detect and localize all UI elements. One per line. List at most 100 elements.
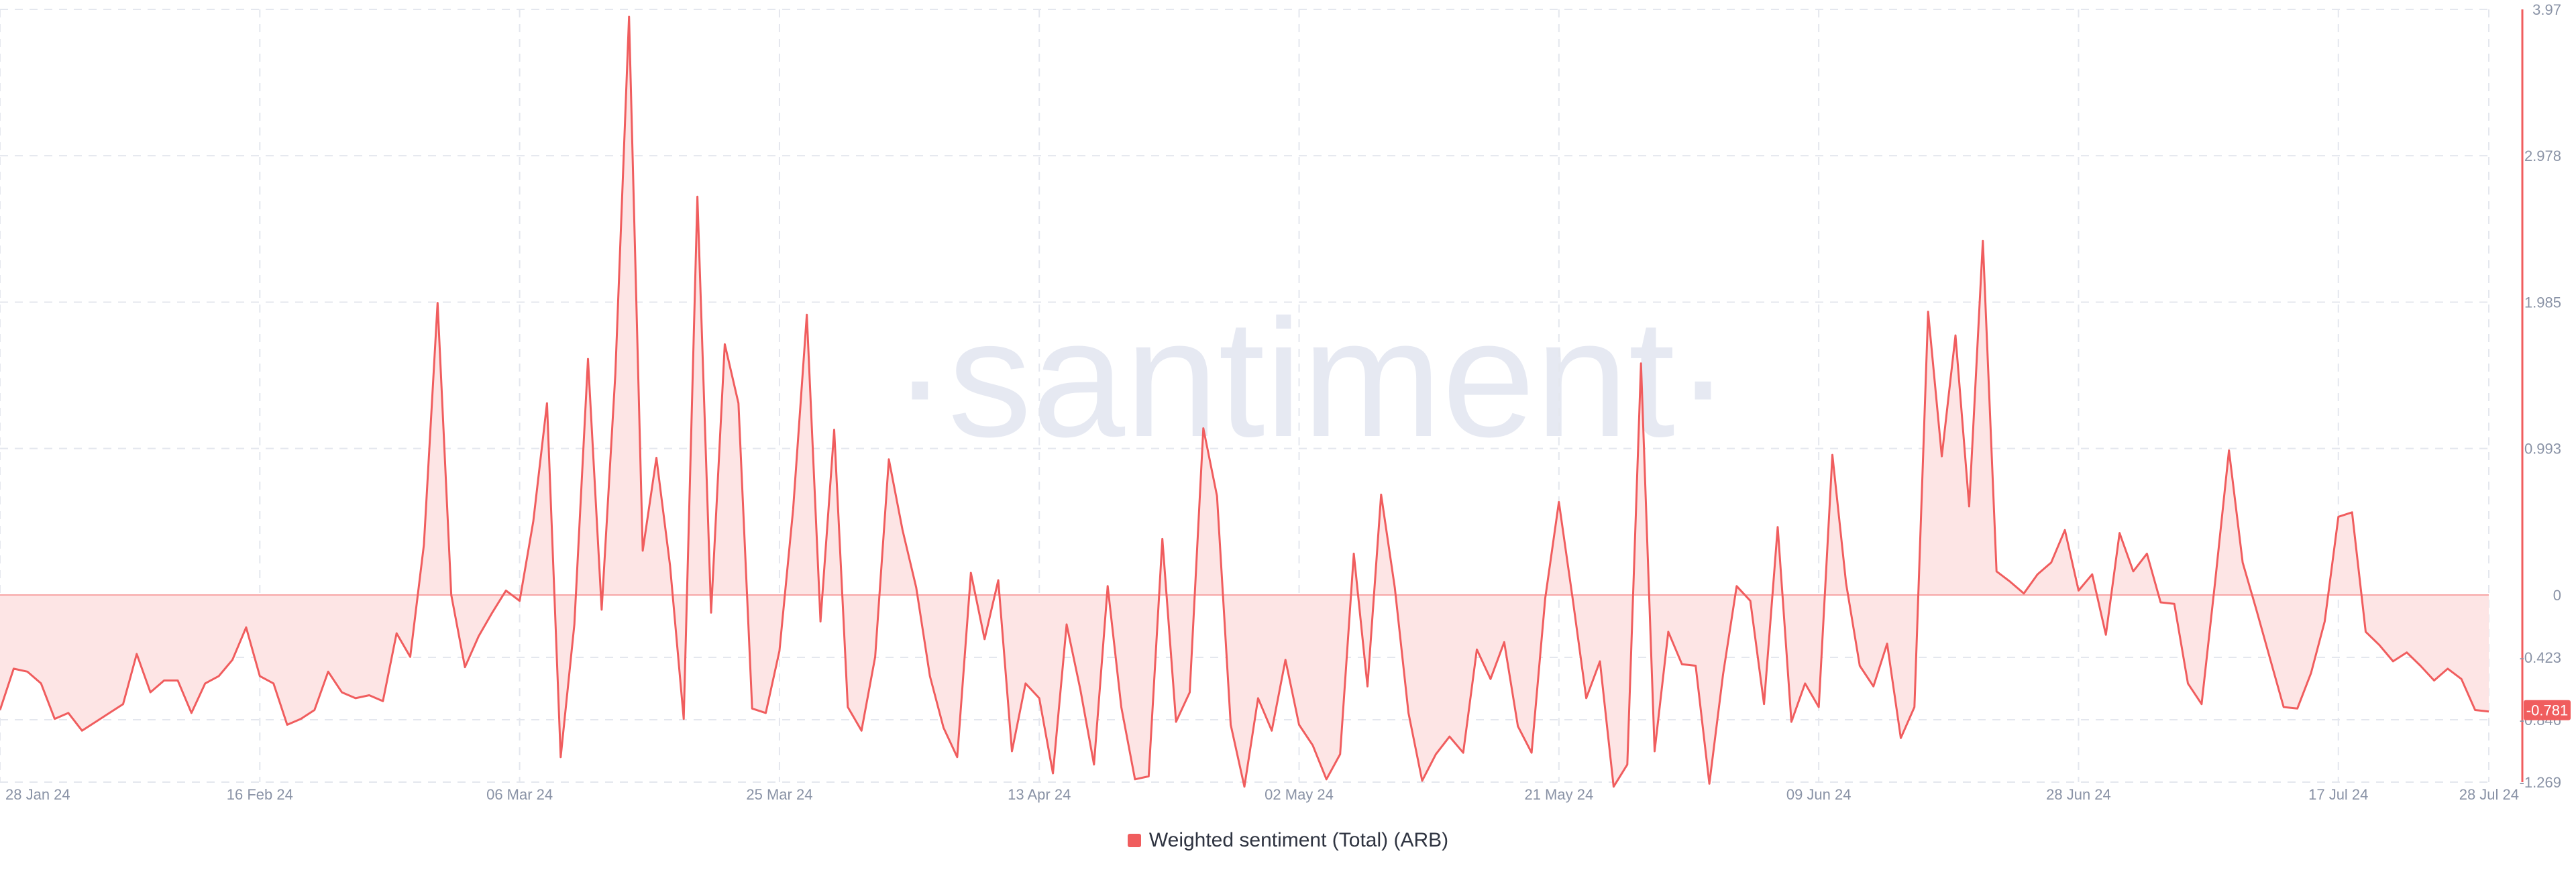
data-point[interactable] [1680,662,1684,666]
data-point[interactable] [244,625,248,629]
data-point[interactable] [449,593,453,597]
data-point[interactable] [1544,596,1548,600]
data-point[interactable] [1146,774,1150,778]
data-point[interactable] [1065,622,1069,626]
data-point[interactable] [2255,608,2259,612]
data-point[interactable] [1161,537,1165,541]
data-point[interactable] [859,728,863,732]
data-point[interactable] [258,674,262,678]
data-point[interactable] [1078,688,1082,692]
data-point[interactable] [1789,720,1793,724]
data-point[interactable] [477,635,481,639]
data-point[interactable] [696,195,700,199]
data-point[interactable] [1270,728,1274,732]
data-point[interactable] [2350,510,2354,514]
data-point[interactable] [135,652,139,656]
data-point[interactable] [1461,751,1465,755]
data-point[interactable] [983,637,987,641]
data-point[interactable] [1311,743,1315,747]
data-point[interactable] [1366,684,1370,688]
data-point[interactable] [545,401,549,405]
data-point[interactable] [2337,514,2341,519]
data-point[interactable] [2446,667,2450,671]
data-point[interactable] [1611,785,1615,789]
data-point[interactable] [2131,569,2135,574]
data-point[interactable] [1762,702,1766,706]
data-point[interactable] [1625,763,1629,767]
data-point[interactable] [1215,494,1219,498]
data-point[interactable] [2077,588,2081,592]
data-point[interactable] [531,519,535,523]
data-point[interactable] [2186,682,2190,686]
data-point[interactable] [2241,561,2245,565]
data-point[interactable] [655,456,659,460]
data-point[interactable] [39,682,43,686]
data-point[interactable] [682,717,686,721]
data-point[interactable] [0,708,2,712]
data-point[interactable] [1557,500,1561,504]
data-point[interactable] [422,543,426,547]
data-point[interactable] [189,711,193,715]
data-point[interactable] [1844,581,1848,585]
data-point[interactable] [2049,561,2053,565]
data-point[interactable] [1106,584,1110,588]
data-point[interactable] [1448,734,1452,739]
data-point[interactable] [1653,749,1657,753]
data-point[interactable] [805,313,809,317]
data-point[interactable] [107,711,111,715]
data-point[interactable] [1639,362,1643,366]
data-point[interactable] [1570,596,1574,600]
data-point[interactable] [1037,696,1041,700]
data-point[interactable] [1256,696,1260,700]
data-point[interactable] [1926,310,1930,314]
data-point[interactable] [641,549,645,553]
data-point[interactable] [217,674,221,678]
data-point[interactable] [709,610,713,614]
data-point[interactable] [1585,696,1589,700]
data-point[interactable] [326,669,330,673]
data-point[interactable] [2008,580,2012,584]
data-point[interactable] [66,711,70,715]
data-point[interactable] [1913,705,1917,709]
data-point[interactable] [2391,659,2395,663]
data-point[interactable] [1489,677,1493,681]
data-point[interactable] [873,655,877,659]
data-point[interactable] [613,372,617,376]
data-point[interactable] [1024,682,1028,686]
data-point[interactable] [504,588,508,592]
data-point[interactable] [1338,752,1342,756]
data-point[interactable] [2268,657,2272,661]
data-point[interactable] [435,301,439,305]
data-point[interactable] [1940,454,1944,458]
data-point[interactable] [1735,584,1739,588]
data-point[interactable] [1721,673,1725,677]
data-point[interactable] [367,694,371,698]
data-point[interactable] [313,708,317,712]
data-point[interactable] [764,711,768,715]
data-point[interactable] [1434,752,1438,756]
data-point[interactable] [1858,664,1862,668]
data-point[interactable] [1748,599,1752,603]
data-point[interactable] [1885,642,1889,646]
data-point[interactable] [11,667,15,671]
data-point[interactable] [1393,586,1397,590]
data-point[interactable] [1201,427,1205,431]
data-point[interactable] [1092,763,1096,767]
data-point[interactable] [900,528,904,532]
data-point[interactable] [1010,749,1014,753]
data-point[interactable] [80,728,84,732]
data-point[interactable] [340,690,344,694]
data-point[interactable] [1133,777,1137,781]
data-point[interactable] [231,658,235,662]
data-point[interactable] [1051,771,1055,775]
data-point[interactable] [1694,664,1698,668]
data-point[interactable] [1379,492,1383,496]
data-point[interactable] [2159,600,2163,604]
data-point[interactable] [2432,679,2436,683]
data-point[interactable] [722,342,727,346]
data-point[interactable] [148,690,152,694]
data-point[interactable] [394,631,398,635]
data-point[interactable] [969,571,973,575]
data-point[interactable] [1817,705,1821,709]
data-point[interactable] [2296,706,2300,710]
